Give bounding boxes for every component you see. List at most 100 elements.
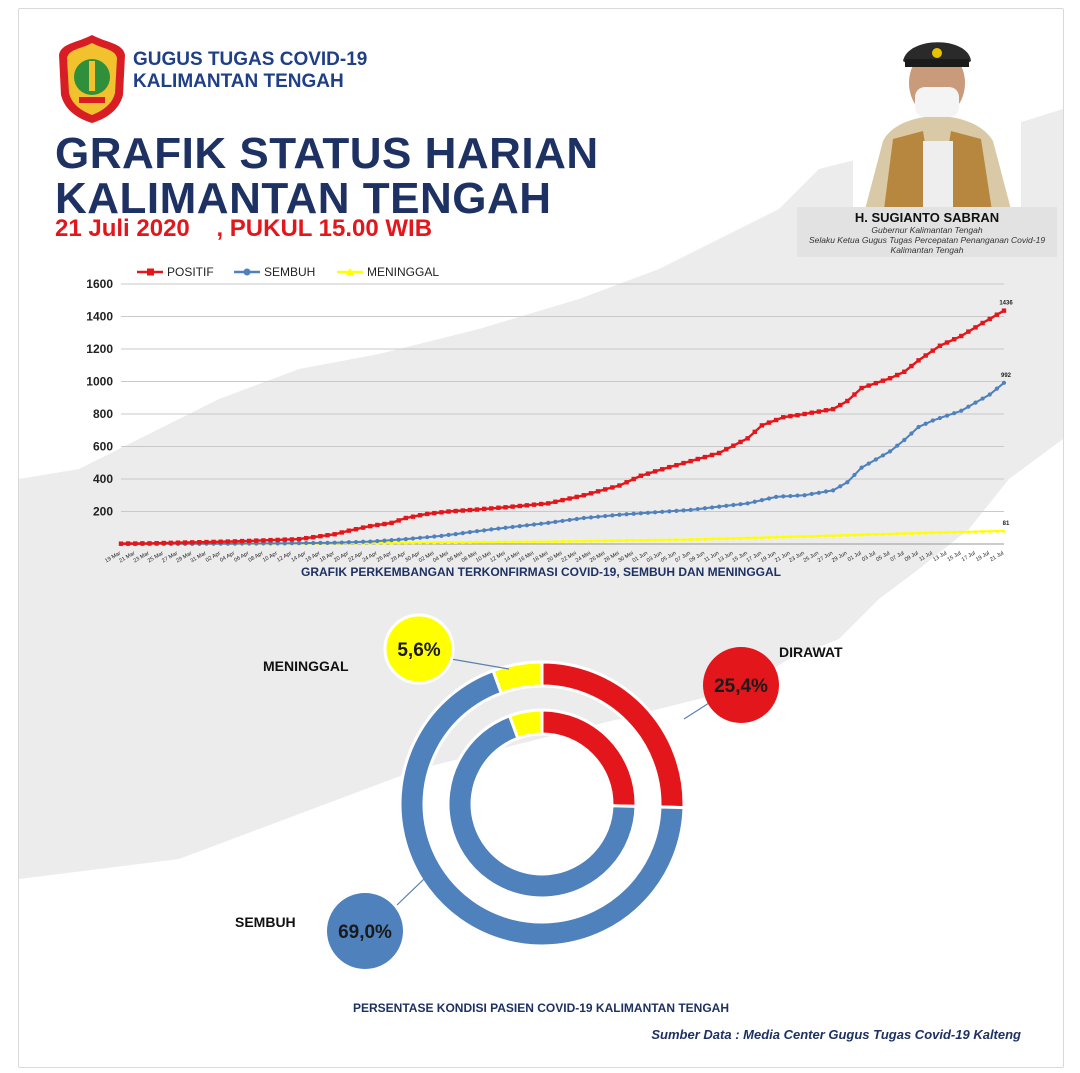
data-point: [403, 540, 408, 545]
data-point: [859, 385, 864, 391]
series-positif: [118, 308, 1007, 546]
data-point: [980, 396, 985, 401]
infographic-frame: GUGUS TUGAS COVID-19 KALIMANTAN TENGAH G…: [18, 8, 1064, 1068]
x-tick-label: 10 Mei: [475, 551, 492, 564]
data-point: [930, 530, 935, 535]
data-point: [282, 537, 287, 542]
data-point: [289, 541, 295, 546]
x-tick-label: 06 Apr: [233, 550, 250, 563]
data-point: [930, 418, 935, 423]
background-map-silhouette: [19, 109, 1063, 879]
data-point: [474, 507, 480, 512]
callout-line: [450, 658, 510, 670]
data-point: [774, 535, 779, 539]
data-point: [382, 538, 387, 543]
data-point: [531, 502, 537, 507]
line-chart-title: GRAFIK PERKEMBANGAN TERKONFIRMASI COVID-…: [300, 565, 781, 579]
data-point: [453, 540, 458, 544]
data-point: [653, 537, 658, 542]
data-point: [125, 541, 131, 546]
data-point: [389, 540, 394, 545]
data-point: [959, 333, 964, 339]
y-tick-label: 200: [93, 505, 113, 519]
data-point: [560, 539, 565, 543]
x-tick-label: 19 Jun: [760, 551, 777, 564]
data-point: [318, 534, 323, 539]
data-point: [574, 516, 579, 522]
data-point: [489, 506, 494, 511]
data-point: [930, 348, 935, 353]
data-point: [560, 518, 565, 524]
data-point: [581, 493, 587, 498]
data-point: [396, 537, 401, 542]
x-tick-label: 16 Apr: [305, 550, 322, 563]
data-point: [496, 539, 501, 544]
data-point: [888, 531, 893, 536]
x-tick-label: 09 Jun: [689, 551, 706, 564]
data-point: [311, 540, 316, 546]
data-point: [916, 531, 921, 535]
data-point: [973, 400, 978, 405]
data-point: [866, 532, 871, 537]
data-point: [674, 537, 679, 542]
data-point: [795, 534, 800, 539]
callout-bubble: [703, 647, 779, 723]
data-point: [845, 533, 850, 537]
data-point: [603, 487, 608, 492]
x-tick-label: 27 Jun: [817, 551, 834, 564]
governor-photo: [853, 21, 1021, 217]
data-point: [624, 512, 629, 517]
percentage-label: 69,0%: [338, 922, 392, 943]
data-point: [581, 539, 586, 543]
x-tick-label: 02 Mei: [418, 551, 435, 564]
data-point: [724, 536, 729, 541]
x-tick-label: 18 Apr: [319, 550, 336, 563]
data-point: [346, 540, 351, 545]
title-line-2: KALIMANTAN TENGAH: [55, 174, 552, 223]
data-point: [759, 535, 764, 540]
x-tick-label: 03 Jul: [861, 551, 877, 564]
data-point: [147, 541, 152, 546]
governor-role-3: Kalimantan Tengah: [890, 245, 964, 255]
data-point: [460, 508, 466, 513]
x-tick-label: 25 Jun: [803, 551, 820, 564]
data-point: [396, 540, 401, 545]
data-point: [368, 523, 373, 529]
data-point: [339, 540, 344, 545]
data-point: [553, 499, 558, 504]
x-tick-label: 29 Jun: [831, 551, 848, 564]
data-point: [894, 372, 900, 378]
y-tick-label: 600: [93, 440, 113, 454]
data-point: [425, 535, 430, 540]
data-point: [531, 522, 537, 527]
data-point: [517, 539, 522, 544]
data-point: [788, 534, 793, 539]
x-tick-label: 20 Mei: [546, 551, 563, 564]
data-point: [795, 412, 800, 418]
data-point: [752, 535, 757, 540]
y-tick-label: 1000: [86, 375, 113, 389]
data-point: [738, 439, 743, 445]
data-point: [952, 411, 957, 416]
data-point: [268, 537, 273, 543]
data-point: [432, 540, 437, 545]
data-point: [845, 398, 850, 404]
data-point: [859, 465, 864, 470]
data-point: [410, 536, 416, 541]
legend-marker: [147, 268, 154, 276]
data-point: [446, 540, 451, 544]
governor-role-2: Selaku Ketua Gugus Tugas Percepatan Pena…: [808, 235, 1046, 245]
x-tick-label: 03 Jun: [646, 551, 663, 564]
org-line-1: GUGUS TUGAS COVID-19: [133, 49, 368, 70]
data-point: [767, 535, 772, 539]
data-point: [688, 458, 693, 464]
data-point: [361, 539, 366, 544]
x-tick-label: 26 Apr: [376, 550, 393, 563]
data-point: [866, 461, 871, 466]
data-point: [503, 539, 508, 544]
data-point: [766, 420, 772, 425]
data-point: [403, 515, 409, 521]
data-point: [880, 453, 886, 458]
data-point: [624, 480, 629, 485]
